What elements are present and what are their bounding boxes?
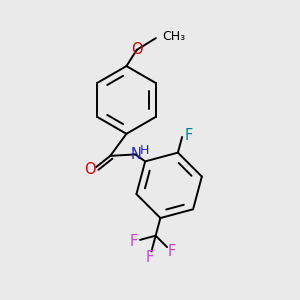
Text: F: F: [146, 250, 154, 265]
Text: H: H: [140, 144, 149, 158]
Text: F: F: [184, 128, 193, 143]
Text: CH₃: CH₃: [162, 30, 185, 43]
Text: F: F: [168, 244, 176, 259]
Text: O: O: [131, 41, 143, 56]
Text: O: O: [84, 162, 96, 177]
Text: N: N: [130, 147, 141, 162]
Text: F: F: [130, 234, 138, 249]
